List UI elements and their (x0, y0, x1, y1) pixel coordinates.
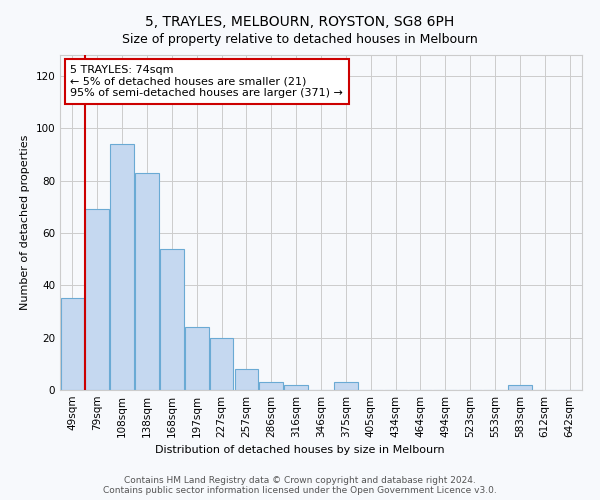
Bar (259, 382, 283, 390)
Bar (284, 385, 308, 390)
Bar (135, 173, 159, 390)
Bar (61, 298, 84, 390)
Bar (508, 385, 532, 390)
Bar (160, 248, 184, 390)
Bar (334, 382, 358, 390)
Bar (235, 369, 258, 390)
Text: Size of property relative to detached houses in Melbourn: Size of property relative to detached ho… (122, 32, 478, 46)
Bar (185, 327, 209, 390)
Bar (210, 338, 233, 390)
Text: Contains HM Land Registry data © Crown copyright and database right 2024.
Contai: Contains HM Land Registry data © Crown c… (103, 476, 497, 495)
Bar (85, 210, 109, 390)
Text: Distribution of detached houses by size in Melbourn: Distribution of detached houses by size … (155, 445, 445, 455)
Bar (110, 144, 134, 390)
Text: 5 TRAYLES: 74sqm
← 5% of detached houses are smaller (21)
95% of semi-detached h: 5 TRAYLES: 74sqm ← 5% of detached houses… (70, 65, 343, 98)
Text: 5, TRAYLES, MELBOURN, ROYSTON, SG8 6PH: 5, TRAYLES, MELBOURN, ROYSTON, SG8 6PH (145, 15, 455, 29)
Y-axis label: Number of detached properties: Number of detached properties (20, 135, 30, 310)
